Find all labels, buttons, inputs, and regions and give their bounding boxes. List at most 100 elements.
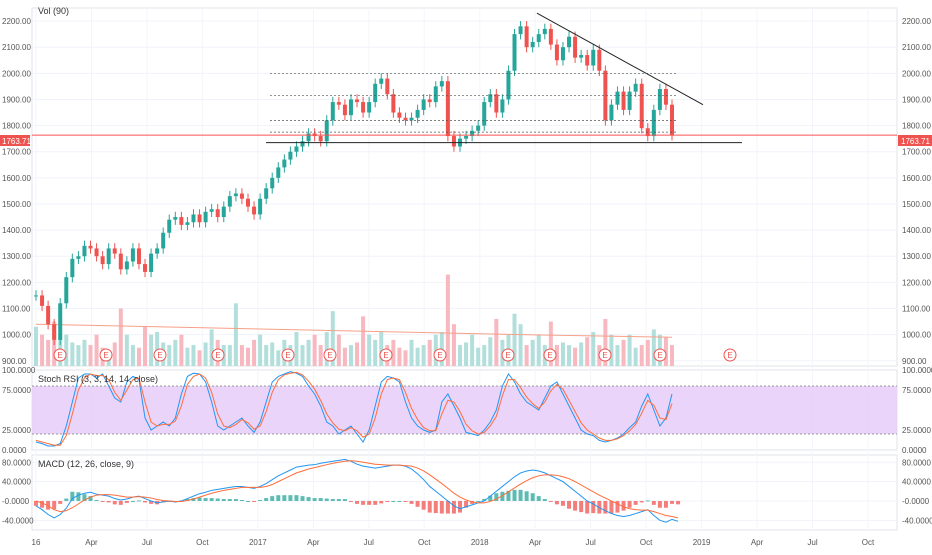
candle-body: [536, 34, 541, 42]
candle-body: [40, 295, 45, 306]
volume-bar: [233, 303, 238, 366]
volume-bar: [518, 324, 523, 366]
earnings-marker[interactable]: [323, 348, 337, 362]
earnings-marker[interactable]: [379, 348, 393, 362]
price-tick-right: 1300.00: [902, 252, 931, 261]
volume-bar: [306, 339, 311, 366]
x-tick-label: Apr: [307, 538, 320, 547]
macd-histogram-bar: [130, 500, 135, 502]
candle-body: [542, 28, 547, 35]
volume-bar: [464, 342, 469, 366]
stoch-tick-left: 25.0000: [2, 426, 31, 435]
macd-histogram-bar: [112, 500, 117, 505]
volume-bar: [554, 345, 559, 366]
macd-histogram-bar: [518, 489, 523, 501]
earnings-marker[interactable]: [99, 348, 113, 362]
candle-body: [318, 136, 323, 142]
candle-body: [252, 206, 257, 215]
volume-bar: [512, 313, 517, 366]
candle-body: [639, 83, 644, 129]
earnings-marker[interactable]: [598, 348, 612, 362]
candle-body: [136, 248, 141, 265]
macd-histogram-bar: [482, 499, 487, 501]
macd-histogram-bar: [209, 498, 214, 501]
price-tick-right: 1900.00: [902, 95, 931, 104]
price-tick-left: 1300.00: [2, 252, 31, 261]
earnings-marker[interactable]: [53, 348, 67, 362]
macd-histogram-bar: [40, 500, 45, 508]
candle-body: [70, 258, 75, 278]
earnings-marker[interactable]: [281, 348, 295, 362]
earnings-marker[interactable]: [433, 348, 447, 362]
candle-body: [548, 28, 553, 45]
earnings-marker[interactable]: [723, 348, 737, 362]
volume-bar: [173, 339, 178, 366]
trendlines: [32, 12, 897, 144]
volume-bar: [609, 334, 614, 366]
macd-tick-right: 40.0000: [902, 478, 931, 487]
volume-bar: [136, 347, 141, 366]
macd-histogram-bar: [197, 497, 202, 501]
macd-histogram-bar: [542, 499, 547, 501]
volume-indicator-label[interactable]: Vol (90): [38, 6, 69, 16]
volume-bar: [567, 345, 572, 366]
last-price-label-left: 1763.71: [2, 137, 31, 146]
volume-bar: [536, 334, 541, 366]
candle-body: [670, 104, 674, 136]
macd-label[interactable]: MACD (12, 26, close, 9): [38, 459, 134, 469]
stoch-d-line: [35, 371, 673, 446]
volume-bar: [403, 350, 408, 366]
stoch-tick-left: 100.0000: [2, 366, 36, 375]
earnings-marker[interactable]: [653, 348, 667, 362]
earnings-marker-label: E: [215, 351, 220, 360]
candle-body: [560, 47, 565, 61]
earnings-marker[interactable]: [153, 348, 167, 362]
macd-histogram-bar: [639, 500, 644, 503]
macd-histogram-bar: [324, 498, 329, 501]
candle-body: [203, 211, 208, 223]
macd-histogram-bar: [554, 500, 559, 505]
macd-histogram-bar: [445, 500, 450, 514]
candle-body: [391, 94, 396, 113]
volume-bar: [633, 347, 638, 366]
volume-bar: [209, 329, 214, 366]
candle-body: [657, 89, 662, 110]
volume-bar: [203, 342, 208, 366]
earnings-marker-label: E: [547, 351, 552, 360]
macd-histogram-bar: [506, 490, 511, 501]
x-tick-label: Jul: [586, 538, 596, 547]
signal-line: [35, 460, 679, 519]
volume-bar: [548, 321, 553, 366]
earnings-marker-label: E: [602, 351, 607, 360]
candle-body: [494, 94, 499, 113]
volume-bar: [494, 318, 499, 366]
candle-body: [373, 83, 378, 103]
price-tick-left: 900.00: [2, 357, 27, 366]
macd-histogram-bar: [379, 500, 384, 504]
stoch-tick-right: 25.0000: [902, 426, 931, 435]
price-tick-right: 1700.00: [902, 148, 931, 157]
earnings-marker-label: E: [383, 351, 388, 360]
price-tick-right: 2100.00: [902, 43, 931, 52]
stoch-rsi-label[interactable]: Stoch RSI (3, 3, 14, 14, close): [38, 374, 158, 384]
earnings-marker[interactable]: [211, 348, 225, 362]
candle-body: [161, 232, 166, 249]
earnings-marker[interactable]: [501, 348, 515, 362]
price-tick-right: 1400.00: [902, 226, 931, 235]
volume-bar: [246, 347, 250, 366]
stoch-k-line: [35, 371, 673, 447]
volume-bar: [336, 334, 341, 366]
price-tick-left: 1800.00: [2, 122, 31, 131]
volume-bar: [64, 334, 69, 366]
earnings-marker[interactable]: [543, 348, 557, 362]
volume-bar: [670, 345, 674, 366]
volume-bar: [252, 339, 257, 366]
price-tick-left: 2100.00: [2, 43, 31, 52]
macd-histogram-bar: [415, 500, 420, 507]
stoch-rsi-lines: [35, 371, 673, 447]
macd-tick-right: 80.0000: [902, 458, 931, 467]
candle-body: [336, 102, 341, 105]
x-tick-label: Jul: [364, 538, 374, 547]
